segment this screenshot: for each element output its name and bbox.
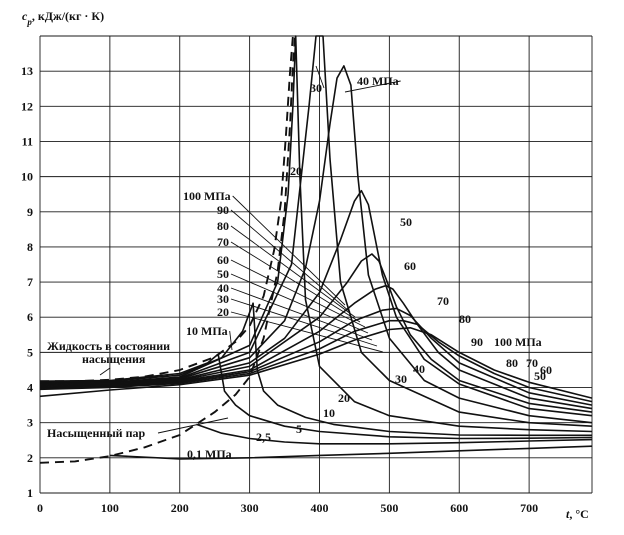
- label-leader-line: [230, 241, 361, 323]
- y-tick-label: 6: [27, 310, 33, 324]
- saturated-liquid-label: Жидкость в состоянии: [47, 339, 170, 353]
- curve-label: 50: [534, 369, 546, 383]
- curve-label: 100 МПа: [494, 335, 542, 349]
- y-tick-label: 4: [27, 381, 33, 395]
- curve-label: 5: [296, 422, 302, 436]
- y-tick-label: 12: [21, 99, 33, 113]
- isobar-curve: [109, 445, 593, 460]
- isobar-curve: [39, 65, 593, 424]
- curve-label: 20: [217, 305, 229, 319]
- y-tick-label: 8: [27, 240, 33, 254]
- y-tick-label: 5: [27, 345, 33, 359]
- label-leader-line: [230, 298, 378, 347]
- isobar-curve: [39, 302, 592, 437]
- isobar-curve: [39, 319, 593, 403]
- isobar-curve: [39, 353, 593, 440]
- x-axis-unit: , °C: [569, 507, 588, 521]
- isobar-curve: [39, 307, 593, 406]
- label-leader-line: [230, 273, 369, 334]
- x-axis-label: t, °C: [566, 507, 589, 521]
- label-leader-line: [230, 259, 366, 328]
- curve-label: 60: [540, 363, 552, 377]
- curve-label: 70: [217, 235, 229, 249]
- y-tick-label: 2: [27, 451, 33, 465]
- isobar-curve: [196, 423, 593, 445]
- curve-label: 70: [437, 294, 449, 308]
- curve-label: 80: [459, 312, 471, 326]
- curve-label: 100 МПа: [183, 189, 231, 203]
- curve-label: 40: [413, 362, 425, 376]
- label-leader-line: [229, 330, 233, 351]
- y-axis-label: cp, кДж/(кг · К): [22, 9, 104, 27]
- y-axis-unit: , кДж/(кг · К): [32, 9, 104, 23]
- x-axis-var: t: [566, 507, 570, 521]
- y-axis-var: c: [22, 9, 28, 23]
- y-tick-label: 7: [27, 275, 33, 289]
- curve-label: 70: [526, 356, 538, 370]
- label-leader-line: [230, 209, 351, 313]
- x-tick-label: 400: [310, 501, 328, 515]
- x-tick-label: 300: [241, 501, 259, 515]
- isobar-curve: [39, 189, 593, 417]
- x-tick-label: 100: [101, 501, 119, 515]
- curve-label: 40: [217, 281, 229, 295]
- curve-label: 40 МПа: [357, 74, 399, 88]
- isobar-curve: [39, 35, 593, 427]
- x-tick-label: 0: [37, 501, 43, 515]
- curve-label: 30: [395, 372, 407, 386]
- isobar-curve: [39, 35, 593, 433]
- curve-label: 20: [290, 164, 302, 178]
- label-leader-line: [315, 65, 325, 89]
- isobar-curve: [39, 253, 593, 413]
- curve-label: 10: [323, 406, 335, 420]
- saturated-vapor-label: Насыщенный пар: [47, 426, 146, 440]
- isobar-curves: [39, 35, 593, 464]
- curve-label: 50: [400, 215, 412, 229]
- isobar-curve: [39, 284, 593, 410]
- curve-label: 80: [506, 356, 518, 370]
- saturation-liquid-curve: [40, 35, 298, 383]
- curve-label: 2,5: [256, 430, 271, 444]
- label-leader-line: [230, 311, 384, 353]
- curve-label: 50: [217, 267, 229, 281]
- y-tick-label: 13: [21, 64, 33, 78]
- curve-label: 90: [471, 335, 483, 349]
- x-tick-label: 700: [520, 501, 538, 515]
- curve-label: 30: [217, 292, 229, 306]
- label-leader-line: [232, 195, 346, 306]
- label-leader-line: [344, 80, 401, 93]
- y-tick-label: 3: [27, 416, 33, 430]
- x-tick-label: 500: [380, 501, 398, 515]
- isobar-curve: [39, 327, 593, 399]
- label-leader-line: [230, 287, 373, 341]
- curve-label: 60: [217, 253, 229, 267]
- x-tick-label: 600: [450, 501, 468, 515]
- curve-label: 60: [404, 259, 416, 273]
- label-leader-line: [99, 367, 111, 376]
- saturation-vapor-curve: [39, 35, 296, 464]
- saturated-liquid-label-2: насыщения: [82, 352, 146, 366]
- curve-label: 10 МПа: [186, 324, 228, 338]
- y-tick-label: 9: [27, 205, 33, 219]
- curve-label: 80: [217, 219, 229, 233]
- y-tick-label: 11: [22, 134, 33, 148]
- y-axis-sub: p: [26, 17, 32, 27]
- curve-label: 20: [338, 391, 350, 405]
- curve-label: 0,1 МПа: [187, 447, 232, 461]
- grid: [39, 35, 593, 494]
- label-leader-line: [230, 225, 356, 318]
- curve-label: 30: [310, 81, 322, 95]
- curve-label: 90: [217, 203, 229, 217]
- x-tick-label: 200: [171, 501, 189, 515]
- label-leader-line: [157, 417, 229, 434]
- y-tick-label: 10: [21, 170, 33, 184]
- y-tick-label: 1: [27, 486, 33, 500]
